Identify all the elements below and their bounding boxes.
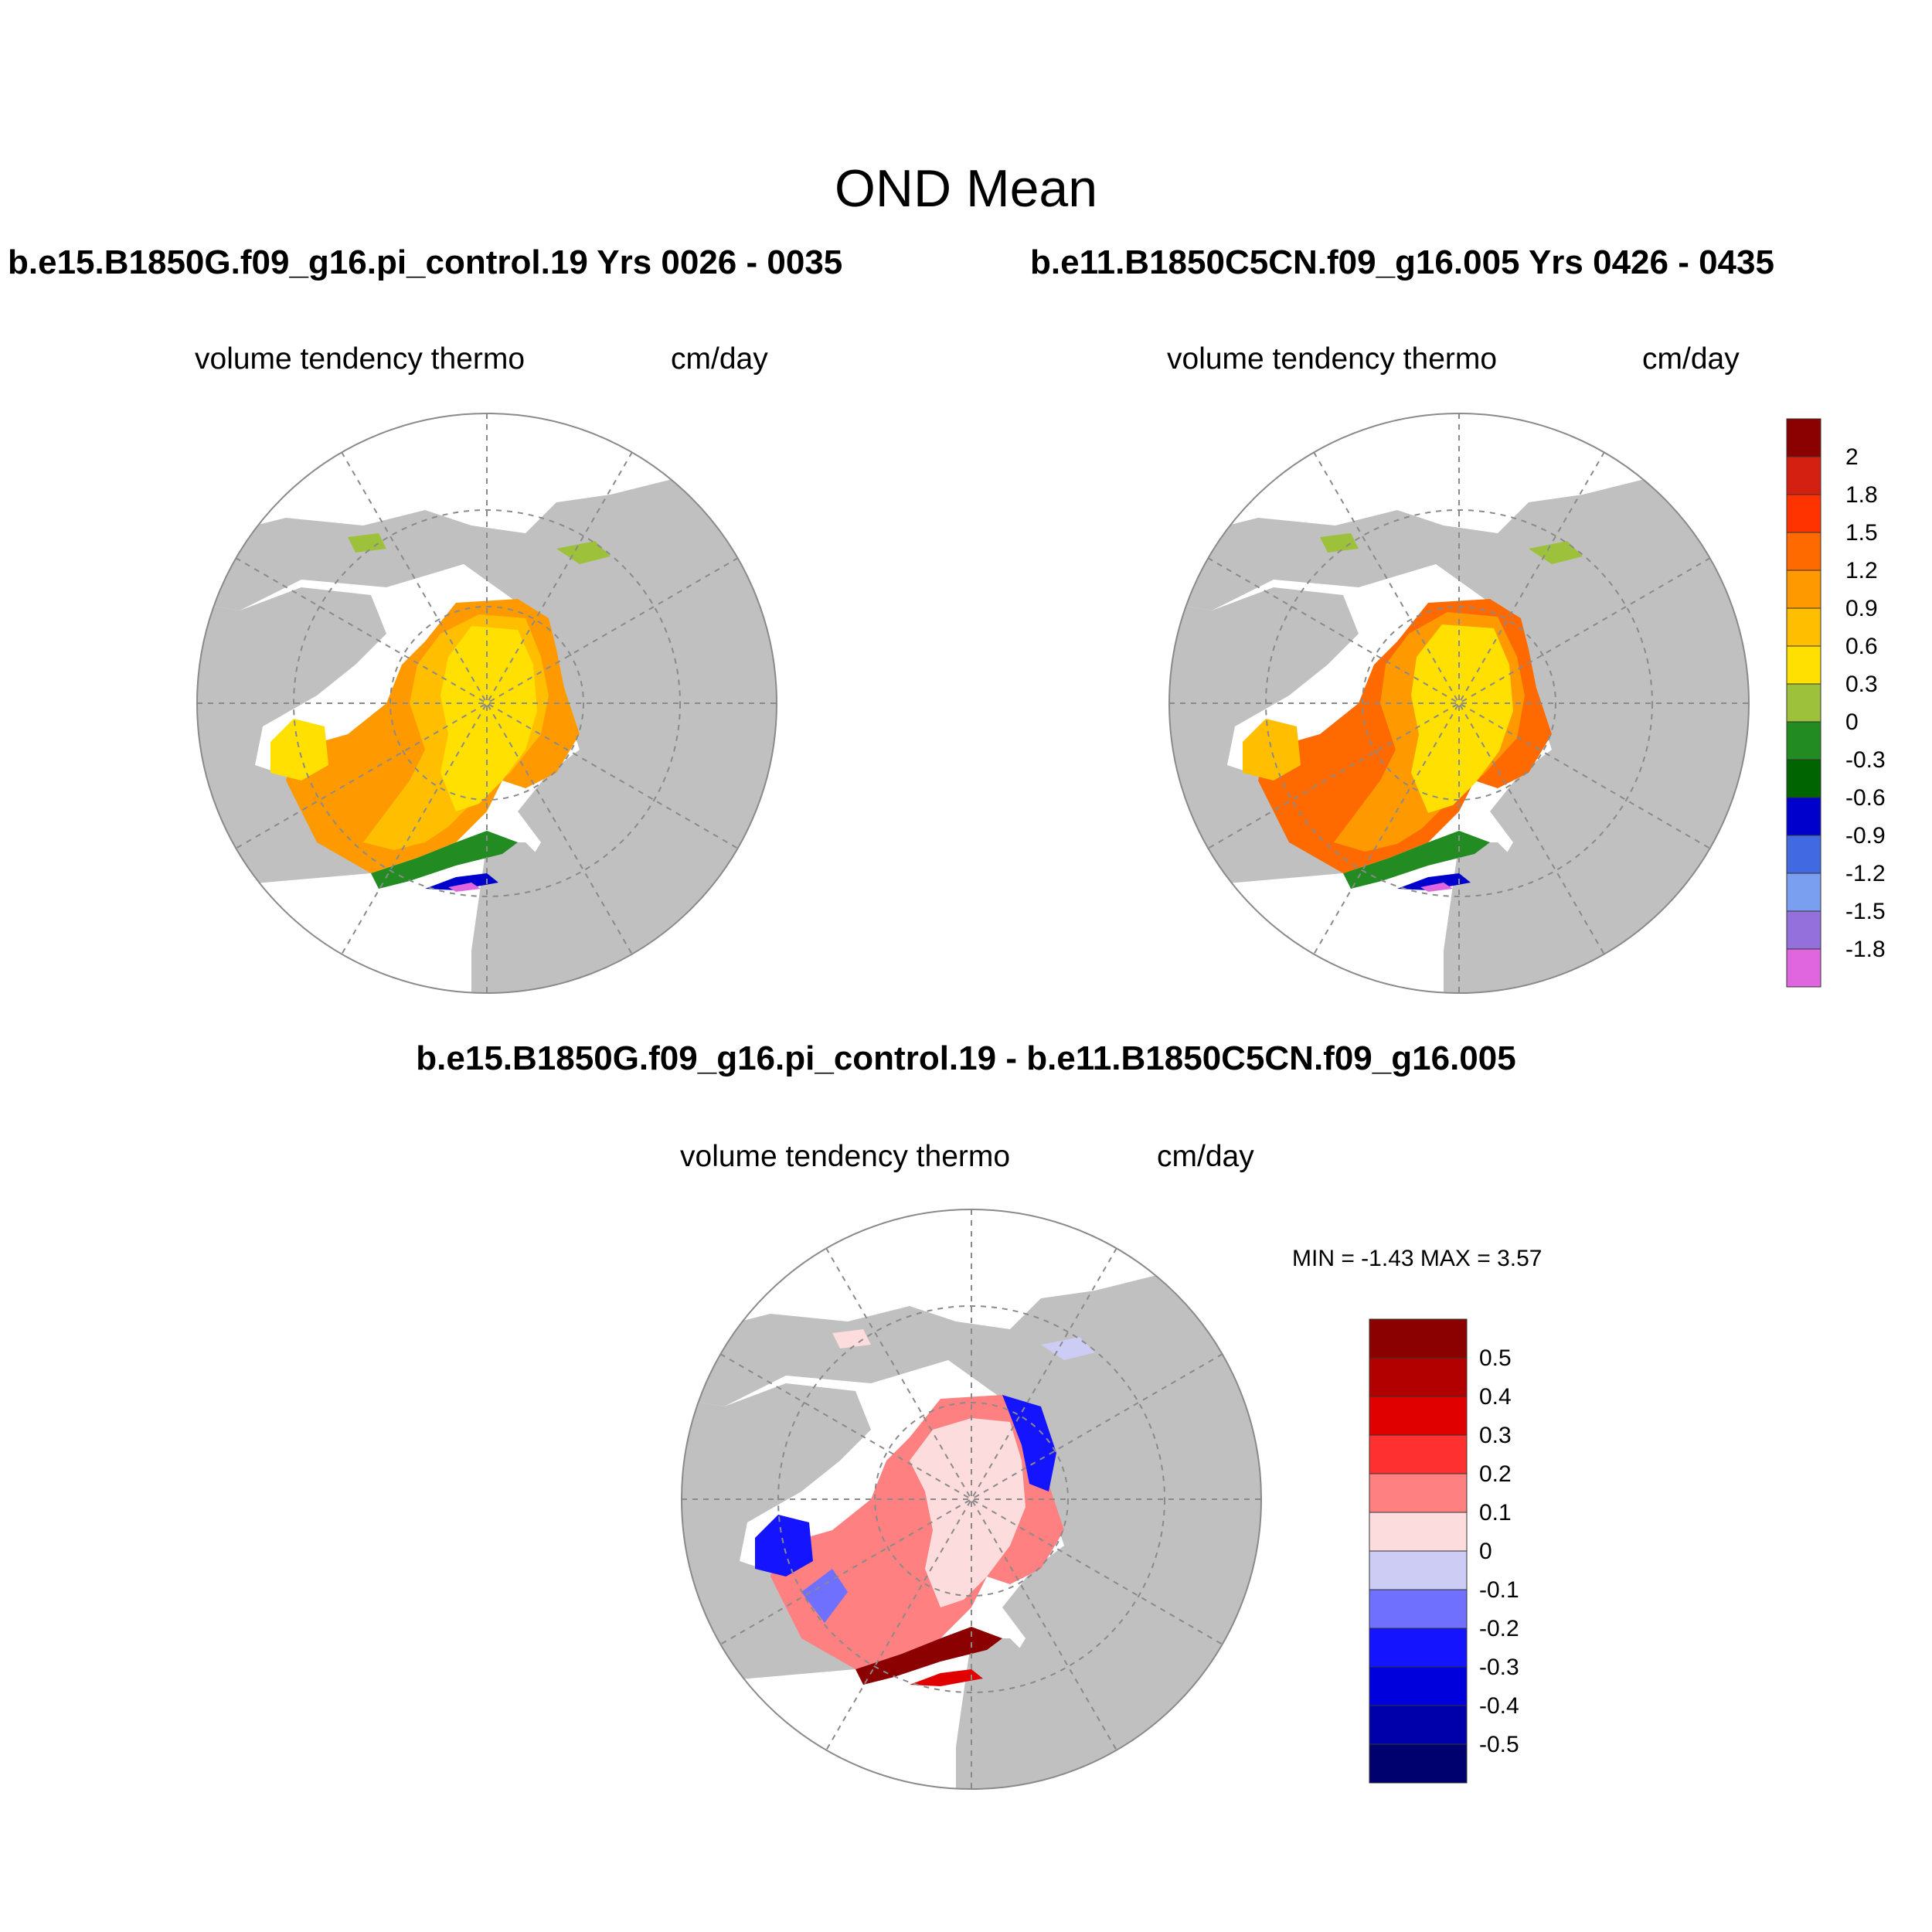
- colorbar-box-9: [1786, 759, 1821, 798]
- colorbar-label-4: 0.9: [1845, 596, 1878, 621]
- colorbar-label-13: -1.8: [1845, 937, 1886, 962]
- diff-field-negative-hudson: [755, 1515, 813, 1577]
- right-case-title: b.e11.B1850C5CN.f09_g16.005 Yrs 0426 - 0…: [1030, 243, 1774, 281]
- diff-field-strong-positive: [855, 1627, 1002, 1685]
- right-variable-label: volume tendency thermo: [1167, 342, 1498, 376]
- colorbar-box-12: [1786, 872, 1821, 912]
- right-polar-map: [1168, 413, 1750, 994]
- colorbar-label-6: -0.1: [1479, 1577, 1519, 1603]
- colorbar-label-9: -0.4: [1479, 1693, 1519, 1719]
- land-asia: [682, 1275, 1261, 1789]
- colorbar-difference: 0.5 0.4 0.3 0.2 0.1 0 -0.1 -0.2 -0.3 -0.4 -0.5: [1369, 1318, 1519, 1784]
- colorbar-label-0: 2: [1845, 444, 1859, 470]
- colorbar-box-1: [1786, 456, 1821, 495]
- ice-field-margin-green: [1343, 831, 1490, 889]
- colorbar-box-4: [1369, 1473, 1468, 1513]
- colorbar-label-1: 1.8: [1845, 482, 1878, 508]
- colorbar-label-10: -0.9: [1845, 823, 1886, 849]
- land-north-america: [1169, 587, 1359, 889]
- colorbar-absolute: 2 1.8 1.5 1.2 0.9 0.6 0.3 0 -0.3 -0.6 -0.9 -1.2 -1.5…: [1786, 418, 1886, 988]
- colorbar-label-1: 0.4: [1479, 1384, 1512, 1410]
- colorbar-box-0: [1369, 1318, 1468, 1359]
- ice-field-margin-green: [371, 831, 518, 889]
- colorbar-box-3: [1369, 1434, 1468, 1475]
- left-variable-label: volume tendency thermo: [195, 342, 526, 376]
- colorbar-label-8: -0.3: [1479, 1655, 1519, 1680]
- colorbar-label-0: 0.5: [1479, 1345, 1512, 1371]
- diff-min-max: MIN = -1.43 MAX = 3.57: [1292, 1246, 1543, 1271]
- colorbar-box-14: [1786, 948, 1821, 988]
- left-units-label: cm/day: [671, 342, 768, 376]
- colorbar-box-4: [1786, 570, 1821, 609]
- colorbar-box-13: [1786, 910, 1821, 950]
- left-case-title: b.e15.B1850G.f09_g16.pi_control.19 Yrs 0…: [8, 243, 843, 281]
- right-units-label: cm/day: [1642, 342, 1740, 376]
- colorbar-label-5: 0.6: [1845, 634, 1878, 659]
- colorbar-box-9: [1369, 1666, 1468, 1706]
- colorbar-label-10: -0.5: [1479, 1732, 1519, 1757]
- ice-field-core: [1411, 624, 1513, 813]
- colorbar-label-4: 0.1: [1479, 1500, 1512, 1526]
- colorbar-label-3: 0.2: [1479, 1461, 1512, 1487]
- colorbar-box-11: [1786, 835, 1821, 874]
- colorbar-box-6: [1369, 1550, 1468, 1590]
- colorbar-box-7: [1369, 1589, 1468, 1629]
- ice-field-hudson: [270, 719, 328, 781]
- diff-field-okhotsk: [1041, 1337, 1095, 1360]
- colorbar-box-2: [1786, 494, 1821, 533]
- colorbar-box-11: [1369, 1743, 1468, 1784]
- land-asia: [1169, 479, 1749, 993]
- diff-field-negative-east: [1002, 1395, 1056, 1492]
- ice-field-margin-blue: [1397, 873, 1471, 890]
- ice-field-bering: [1320, 533, 1359, 553]
- ice-field-bering: [348, 533, 386, 553]
- colorbar-label-3: 1.2: [1845, 558, 1878, 583]
- colorbar-box-5: [1786, 607, 1821, 647]
- diff-field-near-zero: [910, 1418, 1026, 1607]
- colorbar-box-0: [1786, 418, 1821, 457]
- colorbar-label-7: 0: [1845, 709, 1859, 735]
- ice-field-okhotsk: [556, 541, 611, 564]
- ice-field-margin-violet: [448, 883, 481, 892]
- left-polar-map: [196, 413, 777, 994]
- colorbar-box-10: [1369, 1705, 1468, 1745]
- colorbar-box-8: [1786, 721, 1821, 760]
- colorbar-label-5: 0: [1479, 1539, 1492, 1564]
- ice-field-margin-blue: [425, 873, 498, 890]
- colorbar-box-8: [1369, 1628, 1468, 1668]
- colorbar-box-3: [1786, 532, 1821, 571]
- colorbar-label-2: 0.3: [1479, 1423, 1512, 1448]
- colorbar-label-7: -0.2: [1479, 1616, 1519, 1641]
- land-north-america: [682, 1383, 871, 1685]
- colorbar-box-10: [1786, 797, 1821, 836]
- ice-field-okhotsk: [1529, 541, 1583, 564]
- colorbar-label-2: 1.5: [1845, 520, 1878, 546]
- land-north-america: [197, 587, 386, 889]
- land-asia: [197, 479, 777, 993]
- colorbar-label-8: -0.3: [1845, 747, 1886, 773]
- figure-title: OND Mean: [834, 159, 1098, 218]
- ice-field-core: [440, 626, 537, 811]
- ice-field-hudson: [1243, 719, 1301, 781]
- diff-units-label: cm/day: [1157, 1140, 1254, 1173]
- ice-field-margin-violet: [1420, 883, 1453, 892]
- diff-case-title: b.e15.B1850G.f09_g16.pi_control.19 - b.e…: [416, 1039, 1516, 1077]
- colorbar-label-9: -0.6: [1845, 785, 1886, 811]
- colorbar-box-6: [1786, 645, 1821, 685]
- diff-polar-map: [681, 1209, 1262, 1790]
- colorbar-label-12: -1.5: [1845, 899, 1886, 924]
- colorbar-label-11: -1.2: [1845, 861, 1886, 886]
- diff-field-positive-margin: [910, 1669, 983, 1686]
- diff-field-bering: [832, 1329, 871, 1349]
- diff-variable-label: volume tendency thermo: [680, 1140, 1011, 1173]
- colorbar-label-6: 0.3: [1845, 672, 1878, 697]
- colorbar-box-2: [1369, 1396, 1468, 1436]
- colorbar-box-5: [1369, 1512, 1468, 1552]
- diff-field-negative-baffin: [801, 1569, 848, 1623]
- colorbar-box-7: [1786, 683, 1821, 723]
- colorbar-box-1: [1369, 1357, 1468, 1397]
